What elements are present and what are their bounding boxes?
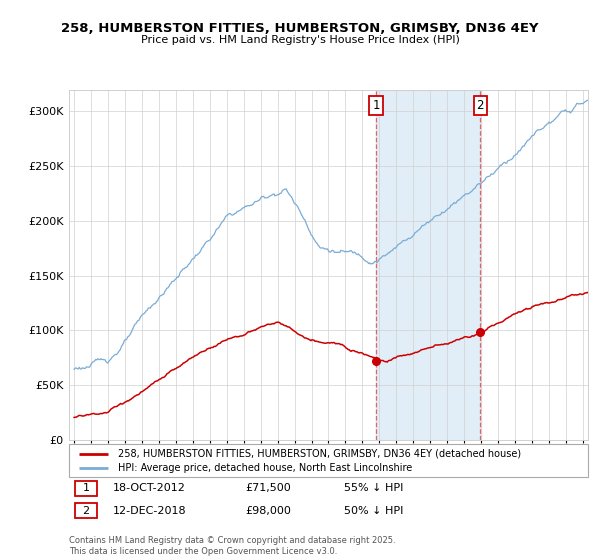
FancyBboxPatch shape bbox=[69, 444, 588, 477]
Text: 1: 1 bbox=[83, 483, 89, 493]
Text: 1: 1 bbox=[372, 99, 380, 112]
Text: 12-DEC-2018: 12-DEC-2018 bbox=[113, 506, 187, 516]
FancyBboxPatch shape bbox=[75, 503, 97, 519]
Bar bbox=[376, 90, 481, 440]
Text: 55% ↓ HPI: 55% ↓ HPI bbox=[344, 483, 403, 493]
Text: Contains HM Land Registry data © Crown copyright and database right 2025.
This d: Contains HM Land Registry data © Crown c… bbox=[69, 536, 395, 556]
FancyBboxPatch shape bbox=[75, 480, 97, 496]
Text: £71,500: £71,500 bbox=[245, 483, 291, 493]
Text: £98,000: £98,000 bbox=[245, 506, 292, 516]
Text: 2: 2 bbox=[476, 99, 484, 112]
Text: 18-OCT-2012: 18-OCT-2012 bbox=[113, 483, 186, 493]
Text: 2: 2 bbox=[83, 506, 89, 516]
Text: 50% ↓ HPI: 50% ↓ HPI bbox=[344, 506, 403, 516]
Text: HPI: Average price, detached house, North East Lincolnshire: HPI: Average price, detached house, Nort… bbox=[118, 463, 413, 473]
Text: 258, HUMBERSTON FITTIES, HUMBERSTON, GRIMSBY, DN36 4EY (detached house): 258, HUMBERSTON FITTIES, HUMBERSTON, GRI… bbox=[118, 449, 521, 459]
Text: 258, HUMBERSTON FITTIES, HUMBERSTON, GRIMSBY, DN36 4EY: 258, HUMBERSTON FITTIES, HUMBERSTON, GRI… bbox=[61, 22, 539, 35]
Text: Price paid vs. HM Land Registry's House Price Index (HPI): Price paid vs. HM Land Registry's House … bbox=[140, 35, 460, 45]
